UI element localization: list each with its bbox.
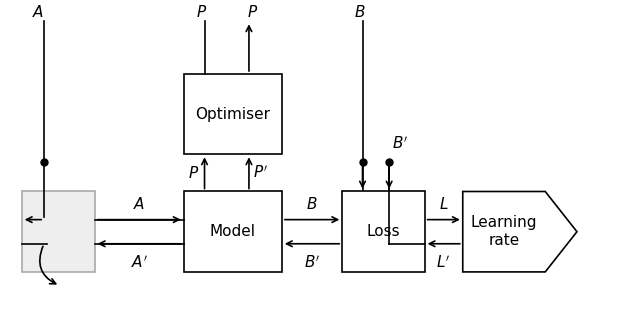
Text: Learning
rate: Learning rate <box>471 216 537 248</box>
Text: $A$: $A$ <box>31 4 44 20</box>
Polygon shape <box>463 191 577 272</box>
Text: Model: Model <box>210 224 256 239</box>
Text: Optimiser: Optimiser <box>195 107 270 122</box>
Text: $L'$: $L'$ <box>436 254 451 271</box>
Text: $P$: $P$ <box>246 4 258 20</box>
Bar <box>184 191 282 272</box>
Text: $P$: $P$ <box>188 165 198 181</box>
Bar <box>342 191 425 272</box>
Text: $A$: $A$ <box>133 196 145 212</box>
Text: $B$: $B$ <box>307 196 318 212</box>
Text: $P'$: $P'$ <box>253 165 268 181</box>
Text: $L$: $L$ <box>439 196 449 212</box>
Text: $B'$: $B'$ <box>392 135 409 152</box>
Text: $P$: $P$ <box>196 4 207 20</box>
Text: $A'$: $A'$ <box>131 254 148 271</box>
Text: $B$: $B$ <box>353 4 365 20</box>
Bar <box>184 74 282 154</box>
Text: $B'$: $B'$ <box>304 254 320 271</box>
Bar <box>22 191 95 272</box>
Text: Loss: Loss <box>367 224 400 239</box>
